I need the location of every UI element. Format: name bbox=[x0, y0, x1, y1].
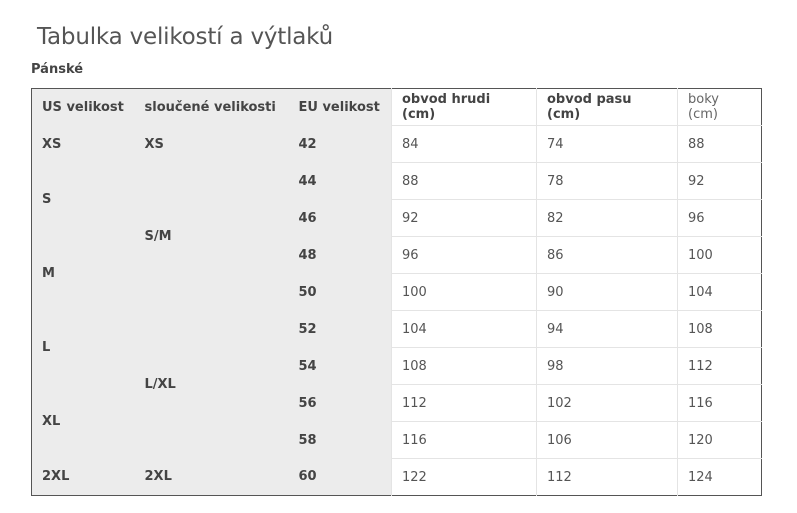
waist-cell: 106 bbox=[536, 421, 678, 459]
us-size-cell: XS bbox=[31, 125, 135, 163]
header-hips: boky (cm) bbox=[677, 88, 762, 126]
hips-cell: 92 bbox=[677, 162, 762, 200]
table-row: 2XL 2XL 60 122 112 124 bbox=[31, 458, 762, 496]
waist-cell: 90 bbox=[536, 273, 678, 311]
header-eu-size: EU velikost bbox=[288, 88, 392, 126]
eu-size-cell: 56 bbox=[288, 384, 392, 422]
eu-size-cell: 44 bbox=[288, 162, 392, 200]
waist-cell: 98 bbox=[536, 347, 678, 385]
us-size-cell: S bbox=[31, 162, 135, 237]
eu-size-cell: 42 bbox=[288, 125, 392, 163]
header-combined-size: sloučené velikosti bbox=[134, 88, 289, 126]
combined-size-cell: XS bbox=[134, 125, 289, 163]
table-row: XL 56 112 102 116 bbox=[31, 384, 762, 459]
chest-cell: 96 bbox=[391, 236, 537, 274]
chest-cell: 104 bbox=[391, 310, 537, 348]
combined-size-cell: S/M bbox=[134, 162, 289, 311]
table-row: 46 92 82 96 bbox=[32, 199, 762, 237]
eu-size-cell: 60 bbox=[288, 458, 392, 496]
chest-cell: 108 bbox=[391, 347, 537, 385]
eu-size-cell: 54 bbox=[288, 347, 392, 385]
hips-cell: 108 bbox=[677, 310, 762, 348]
table-row: 58 116 106 120 bbox=[32, 421, 762, 459]
chest-cell: 84 bbox=[391, 125, 537, 163]
eu-size-cell: 50 bbox=[288, 273, 392, 311]
hips-cell: 112 bbox=[677, 347, 762, 385]
eu-size-cell: 58 bbox=[288, 421, 392, 459]
hips-cell: 116 bbox=[677, 384, 762, 422]
eu-size-cell: 48 bbox=[288, 236, 392, 274]
hips-cell: 88 bbox=[677, 125, 762, 163]
waist-cell: 86 bbox=[536, 236, 678, 274]
chest-cell: 92 bbox=[391, 199, 537, 237]
header-us-size: US velikost bbox=[31, 88, 135, 126]
page-title: Tabulka velikostí a výtlaků bbox=[37, 24, 333, 50]
table-row: 50 100 90 104 bbox=[32, 273, 762, 311]
waist-cell: 112 bbox=[536, 458, 678, 496]
chest-cell: 100 bbox=[391, 273, 537, 311]
combined-size-cell: 2XL bbox=[134, 458, 289, 496]
combined-size-cell: L/XL bbox=[134, 310, 289, 459]
eu-size-cell: 46 bbox=[288, 199, 392, 237]
us-size-cell: L bbox=[31, 310, 135, 385]
waist-cell: 102 bbox=[536, 384, 678, 422]
table-row: L L/XL 52 104 94 108 bbox=[31, 310, 762, 459]
section-title: Pánské bbox=[31, 62, 84, 77]
waist-cell: 94 bbox=[536, 310, 678, 348]
hips-cell: 100 bbox=[677, 236, 762, 274]
us-size-cell: M bbox=[31, 236, 135, 311]
us-size-cell: XL bbox=[31, 384, 135, 459]
size-table: US velikost sloučené velikosti EU veliko… bbox=[31, 88, 762, 496]
chest-cell: 112 bbox=[391, 384, 537, 422]
table-row: 54 108 98 112 bbox=[32, 347, 762, 385]
us-size-cell: 2XL bbox=[31, 458, 135, 496]
header-waist: obvod pasu (cm) bbox=[536, 88, 678, 126]
table-row: S S/M 44 88 78 92 bbox=[31, 162, 762, 311]
chest-cell: 122 bbox=[391, 458, 537, 496]
hips-cell: 104 bbox=[677, 273, 762, 311]
waist-cell: 74 bbox=[536, 125, 678, 163]
hips-cell: 124 bbox=[677, 458, 762, 496]
table-row: M 48 96 86 100 bbox=[31, 236, 762, 311]
chest-cell: 116 bbox=[391, 421, 537, 459]
hips-cell: 96 bbox=[677, 199, 762, 237]
table-row: XS XS 42 84 74 88 bbox=[31, 125, 762, 163]
eu-size-cell: 52 bbox=[288, 310, 392, 348]
table-header-row: US velikost sloučené velikosti EU veliko… bbox=[31, 88, 762, 126]
waist-cell: 82 bbox=[536, 199, 678, 237]
hips-cell: 120 bbox=[677, 421, 762, 459]
header-chest: obvod hrudi (cm) bbox=[391, 88, 537, 126]
chest-cell: 88 bbox=[391, 162, 537, 200]
waist-cell: 78 bbox=[536, 162, 678, 200]
